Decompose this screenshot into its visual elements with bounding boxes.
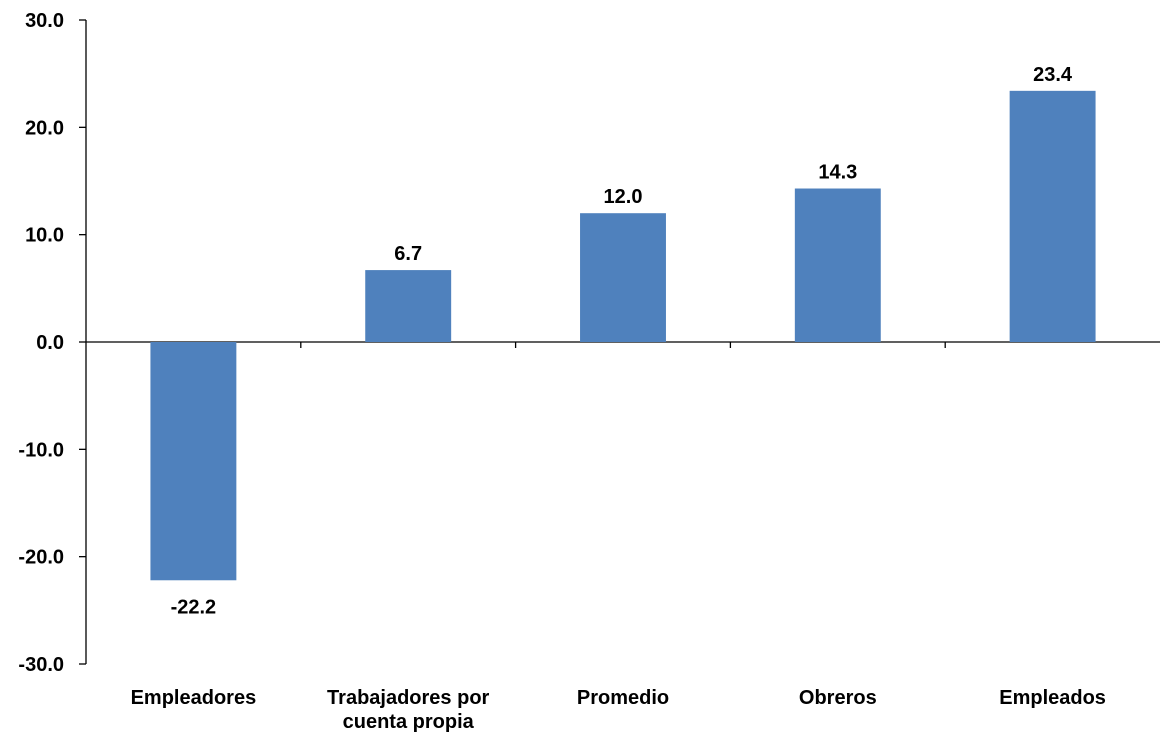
y-tick-label: 10.0	[25, 225, 64, 247]
data-label: 12.0	[604, 186, 643, 208]
category-label: Empleados	[999, 687, 1106, 709]
bar	[1009, 90, 1096, 342]
category-label: Promedio	[577, 687, 669, 709]
y-tick-label: 0.0	[36, 332, 64, 354]
data-label: 6.7	[394, 243, 422, 265]
data-label: -22.2	[171, 596, 217, 618]
y-tick-label: 20.0	[25, 117, 64, 139]
bar	[580, 213, 666, 342]
category-label: Empleadores	[131, 687, 257, 709]
bar	[150, 342, 237, 581]
bar	[365, 270, 452, 342]
y-tick-label: 30.0	[25, 10, 64, 32]
category-label: Trabajadores por	[327, 687, 489, 709]
bars	[150, 90, 1096, 581]
data-label: 14.3	[818, 162, 857, 184]
y-tick-label: -10.0	[18, 439, 64, 461]
y-tick-label: -30.0	[18, 654, 64, 676]
y-tick-label: -20.0	[18, 547, 64, 569]
data-labels: -22.2 6.7 12.0 14.3 23.4	[171, 64, 1073, 618]
category-label: cuenta propia	[343, 711, 475, 733]
category-label: Obreros	[799, 687, 877, 709]
bar	[794, 188, 881, 342]
x-axis	[86, 341, 1160, 348]
y-axis: 30.0 20.0 10.0 0.0 -10.0 -20.0 -30.0	[18, 10, 87, 676]
data-label: 23.4	[1033, 64, 1073, 86]
